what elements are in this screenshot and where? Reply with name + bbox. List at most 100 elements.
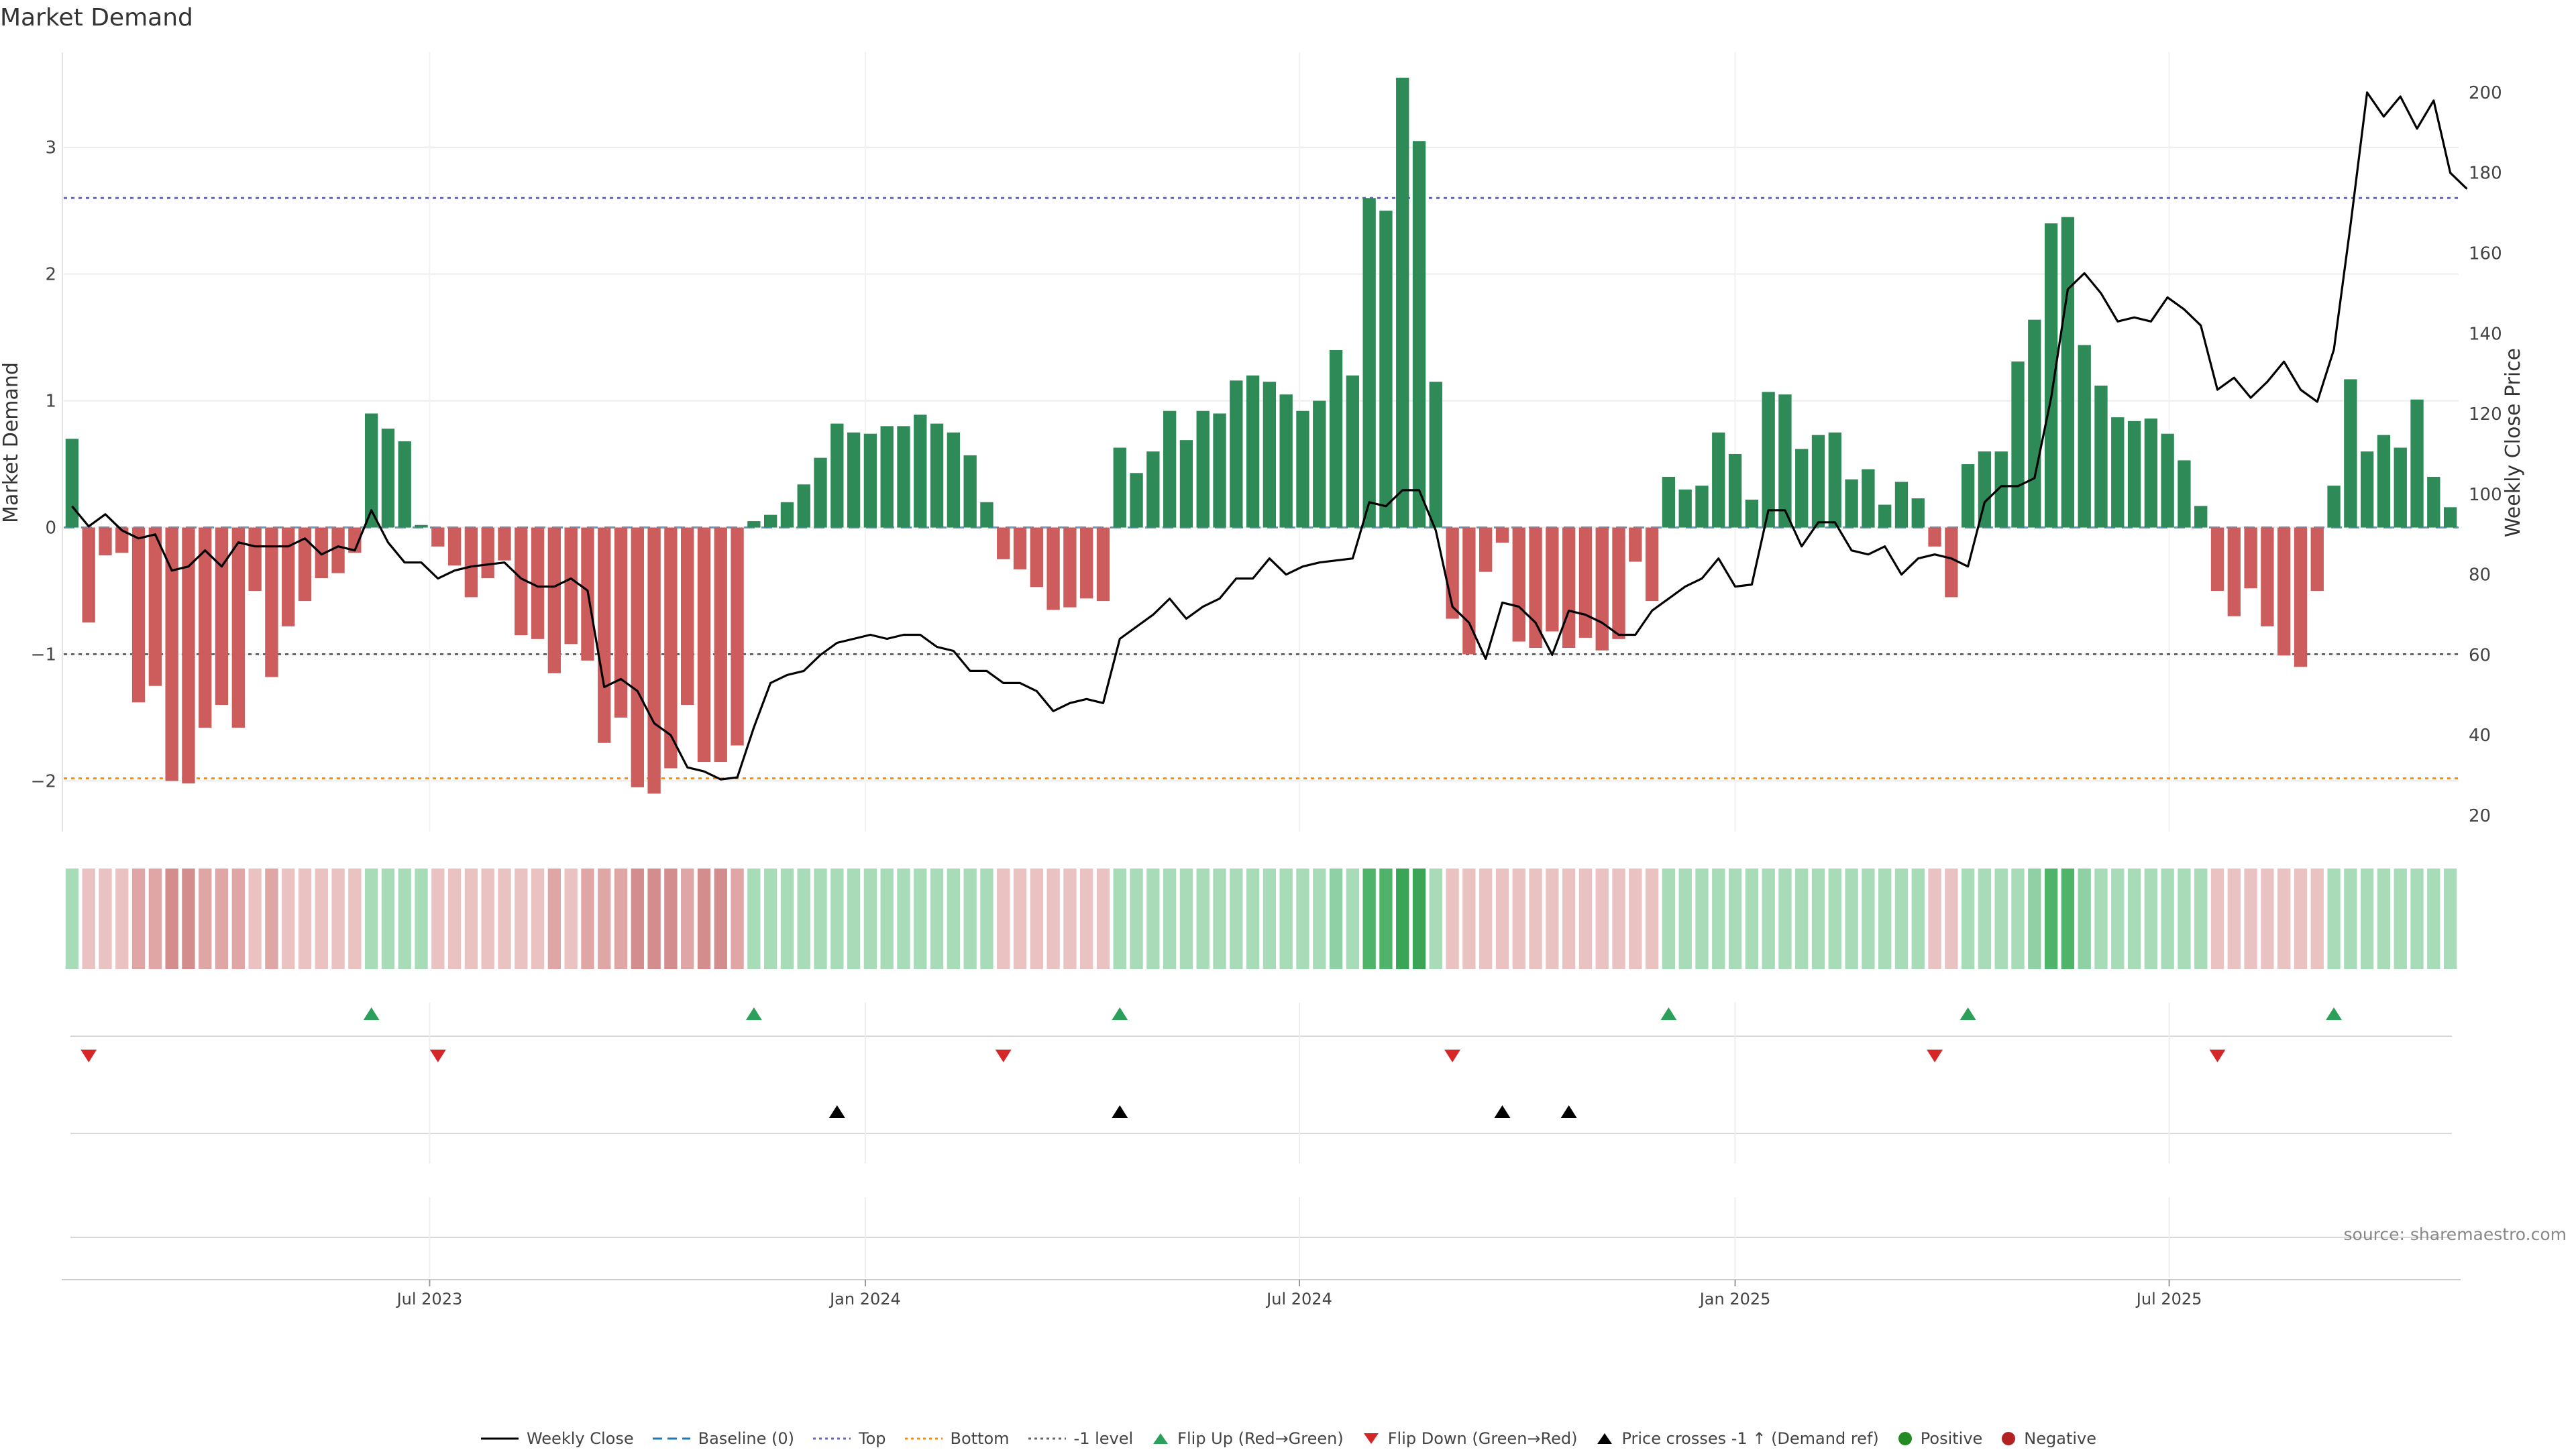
demand-bar (2078, 345, 2091, 528)
demand-bar (1862, 469, 1875, 528)
demand-bar (697, 527, 711, 763)
heat-cell (997, 869, 1010, 969)
heat-cell (847, 869, 861, 969)
demand-bar (1479, 527, 1493, 572)
demand-bar (182, 527, 195, 784)
heat-cell (1146, 869, 1160, 969)
demand-bar (797, 484, 810, 528)
demand-bar (331, 527, 345, 573)
heat-cell (863, 869, 877, 969)
demand-bar (99, 527, 112, 556)
legend-flip-up-label: Flip Up (Red→Green) (1177, 1429, 1344, 1448)
heat-cell (115, 869, 129, 969)
demand-bar (231, 527, 245, 728)
price-cross-marker (828, 1105, 845, 1118)
demand-bar (1512, 527, 1525, 642)
demand-bar (348, 527, 362, 553)
demand-bar (2327, 486, 2341, 528)
demand-bar (1462, 527, 1476, 655)
demand-bar (2178, 460, 2191, 528)
demand-bar (1578, 527, 1593, 638)
demand-bar (2360, 451, 2374, 528)
demand-bar (1013, 527, 1027, 569)
demand-bar (2377, 435, 2391, 528)
heat-cell (1296, 869, 1309, 969)
heat-cell (2310, 869, 2324, 969)
flip-down-marker (995, 1050, 1012, 1062)
heat-cell (282, 869, 295, 969)
heat-cell (664, 869, 678, 969)
x-axis: Jul 2023 Jan 2024 Jul 2024 Jan 2025 Jul 2025 (62, 1279, 2461, 1308)
demand-bar (2094, 385, 2108, 528)
demand-bar (381, 429, 395, 528)
heat-cell (598, 869, 611, 969)
demand-bar (1928, 527, 1941, 547)
demand-bar (515, 527, 528, 636)
flip-down-marker (1444, 1050, 1461, 1062)
demand-bar (1412, 141, 1426, 528)
demand-bar (731, 527, 744, 746)
heat-cell (1113, 869, 1126, 969)
heat-cell (1030, 869, 1043, 969)
heat-cell (2344, 869, 2357, 969)
y2-axis-title: Weekly Close Price (2502, 348, 2525, 537)
heat-cell (2261, 869, 2274, 969)
demand-bar (1828, 432, 1841, 528)
heat-cell (2028, 869, 2041, 969)
demand-bar (897, 426, 910, 528)
y-tick-label: −1 (31, 645, 56, 665)
x-tick-label: Jul 2023 (396, 1290, 463, 1308)
demand-bar (415, 524, 428, 528)
demand-bar (1495, 527, 1509, 543)
y-axis-title: Market Demand (0, 362, 23, 523)
heat-cell (248, 869, 262, 969)
heat-cell (1396, 869, 1409, 969)
heat-cell (1096, 869, 1110, 969)
legend-negative: Negative (2000, 1429, 2096, 1448)
flip-up-marker (2326, 1007, 2343, 1020)
demand-bar (614, 527, 628, 718)
legend-top: Top (812, 1429, 886, 1448)
demand-bar (531, 527, 545, 639)
demand-bar (1762, 392, 1775, 528)
legend-baseline: Baseline (0) (651, 1429, 794, 1448)
heat-cell (215, 869, 229, 969)
heat-cell (1928, 869, 1941, 969)
legend-flip-up: Flip Up (Red→Green) (1150, 1429, 1344, 1448)
heat-cell (481, 869, 494, 969)
demand-bar (914, 414, 927, 528)
demand-bar (1313, 400, 1326, 528)
heat-cell (1911, 869, 1925, 969)
demand-bar (1130, 473, 1143, 528)
flip-up-marker (1112, 1007, 1128, 1020)
heat-cell (1246, 869, 1260, 969)
heat-cell (1329, 869, 1343, 969)
heat-cell (880, 869, 894, 969)
axes: −2 −1 0 1 2 3 20 40 60 80 100 120 140 160 180 200 Market… (0, 52, 2525, 832)
heat-cell (1978, 869, 1992, 969)
demand-bar (2161, 433, 2174, 528)
heat-cell (1479, 869, 1493, 969)
demand-bar (1795, 449, 1809, 528)
demand-bar (1329, 350, 1343, 528)
demand-bar (997, 527, 1010, 559)
heat-cell (148, 869, 162, 969)
legend-bottom-label: Bottom (950, 1429, 1010, 1448)
demand-bar (930, 423, 944, 528)
demand-bar (298, 527, 312, 602)
y2-tick-label: 180 (2469, 164, 2502, 184)
y2-tick-label: 60 (2469, 645, 2491, 665)
heat-cell (2294, 869, 2308, 969)
price-cross-marker (1494, 1105, 1511, 1118)
heat-cell (763, 869, 777, 969)
heat-cell (1845, 869, 1858, 969)
demand-bar (1546, 527, 1559, 632)
demand-bar (2227, 527, 2241, 616)
demand-bar (2044, 223, 2058, 528)
demand-bars (65, 77, 2457, 794)
demand-bar (431, 527, 445, 547)
heat-cell (1712, 869, 1725, 969)
heat-cell (731, 869, 744, 969)
demand-bar (647, 527, 661, 794)
y2-tick-label: 140 (2469, 324, 2502, 344)
